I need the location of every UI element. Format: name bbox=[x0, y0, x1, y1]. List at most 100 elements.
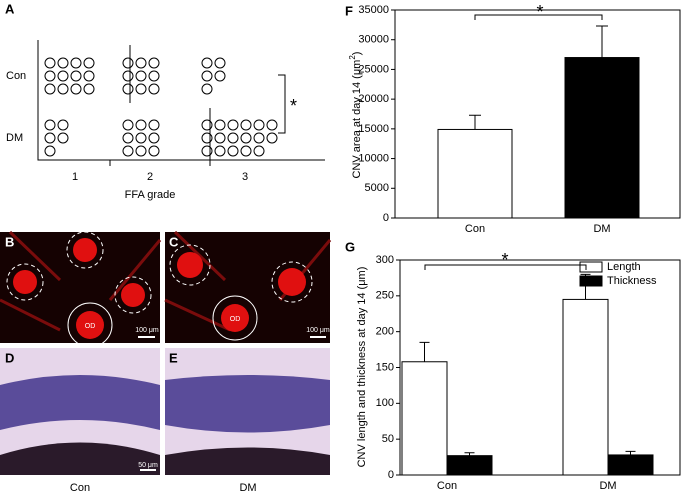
dot bbox=[44, 83, 56, 95]
dot bbox=[44, 119, 56, 131]
y-axis-label: CNV length and thickness at day 14 (μm) bbox=[356, 267, 368, 468]
dot bbox=[135, 132, 147, 144]
dot bbox=[83, 57, 95, 69]
y-tick-label: 0 bbox=[383, 212, 389, 224]
y-axis-label-part: CNV area at day 14 (μm bbox=[351, 60, 363, 179]
dot bbox=[135, 119, 147, 131]
dot bbox=[57, 119, 69, 131]
scale-label: 50 μm bbox=[138, 462, 158, 469]
dot bbox=[135, 83, 147, 95]
dot bbox=[148, 119, 160, 131]
dot bbox=[57, 57, 69, 69]
y-axis-label-sup: 2 bbox=[348, 55, 357, 60]
dot bbox=[122, 119, 134, 131]
y-tick-label: 20000 bbox=[358, 93, 389, 105]
dot bbox=[214, 132, 226, 144]
dot-group bbox=[122, 119, 160, 157]
dot bbox=[240, 119, 252, 131]
dot bbox=[148, 145, 160, 157]
error-bar bbox=[625, 450, 636, 455]
panel-label: E bbox=[169, 350, 178, 365]
caption: Con bbox=[70, 482, 90, 494]
dot bbox=[201, 57, 213, 69]
error-bar bbox=[596, 25, 608, 58]
dot bbox=[70, 57, 82, 69]
x-tick-label: 2 bbox=[147, 171, 153, 183]
scale-label: 100 μm bbox=[135, 327, 159, 334]
dot bbox=[135, 145, 147, 157]
dot-group bbox=[44, 119, 69, 157]
y-tick-label: 15000 bbox=[358, 123, 389, 135]
dot bbox=[135, 70, 147, 82]
x-tick-label: DM bbox=[593, 223, 610, 235]
dot-group bbox=[44, 57, 95, 95]
panel-label: G bbox=[345, 239, 355, 254]
y-axis-label: CNV area at day 14 (μm2) bbox=[348, 52, 363, 179]
dot bbox=[214, 57, 226, 69]
dot bbox=[240, 145, 252, 157]
histology-e bbox=[165, 348, 330, 475]
y-axis-label-part: ) bbox=[351, 52, 363, 56]
dot bbox=[57, 132, 69, 144]
x-tick-label: Con bbox=[437, 480, 457, 492]
dot bbox=[240, 132, 252, 144]
dot bbox=[148, 83, 160, 95]
bar bbox=[564, 57, 640, 219]
dot bbox=[122, 132, 134, 144]
panel-label: D bbox=[5, 350, 14, 365]
micrograph-c bbox=[164, 230, 332, 343]
dot bbox=[135, 57, 147, 69]
dot bbox=[70, 83, 82, 95]
bar bbox=[562, 298, 609, 476]
legend-label: Length bbox=[607, 261, 641, 273]
dot bbox=[122, 145, 134, 157]
dot bbox=[201, 119, 213, 131]
axes bbox=[37, 40, 325, 161]
dot bbox=[266, 132, 278, 144]
dot bbox=[83, 83, 95, 95]
x-tick-label: Con bbox=[465, 223, 485, 235]
y-tick-label: 50 bbox=[382, 433, 394, 445]
legend-label: Thickness bbox=[607, 275, 657, 287]
dot bbox=[148, 132, 160, 144]
dot bbox=[148, 70, 160, 82]
dot bbox=[201, 132, 213, 144]
dot bbox=[83, 70, 95, 82]
dot bbox=[57, 83, 69, 95]
bar bbox=[446, 455, 493, 476]
y-tick-label: 250 bbox=[376, 290, 394, 302]
y-tick-label: 5000 bbox=[365, 182, 389, 194]
x-tick-label: 3 bbox=[242, 171, 248, 183]
dot bbox=[44, 145, 56, 157]
dot bbox=[122, 57, 134, 69]
y-tick-label: 10000 bbox=[358, 152, 389, 164]
bracket bbox=[278, 74, 286, 134]
y-tick-label: 35000 bbox=[358, 4, 389, 16]
dot bbox=[214, 119, 226, 131]
bracket bbox=[424, 264, 587, 270]
dot-group bbox=[122, 57, 160, 95]
caption: DM bbox=[239, 482, 256, 494]
bar bbox=[607, 454, 654, 476]
dot bbox=[148, 57, 160, 69]
dot bbox=[253, 119, 265, 131]
dot bbox=[227, 119, 239, 131]
x-tick-label: DM bbox=[599, 480, 616, 492]
legend-swatch bbox=[579, 275, 603, 287]
dot bbox=[266, 119, 278, 131]
micrograph-b bbox=[0, 230, 162, 348]
panel-label: F bbox=[345, 3, 353, 18]
od-label: OD bbox=[85, 323, 96, 330]
od-label: OD bbox=[230, 316, 241, 323]
dot-group bbox=[201, 57, 226, 95]
row-label: DM bbox=[6, 132, 23, 144]
bracket bbox=[474, 14, 603, 20]
dot bbox=[44, 57, 56, 69]
legend-swatch bbox=[579, 261, 603, 273]
dot bbox=[122, 83, 134, 95]
x-tick-label: 1 bbox=[72, 171, 78, 183]
error-bar bbox=[419, 341, 430, 362]
x-axis-label: FFA grade bbox=[125, 189, 176, 201]
scale-label: 100 μm bbox=[306, 327, 330, 334]
dot bbox=[44, 70, 56, 82]
